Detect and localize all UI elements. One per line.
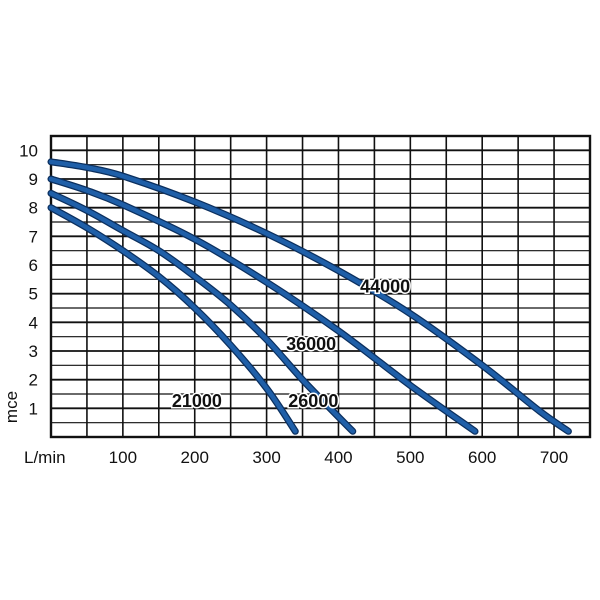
x-tick-label: 200 — [181, 448, 209, 467]
y-axis-label: mce — [2, 391, 21, 423]
chart-series — [47, 158, 572, 435]
x-axis-ticks: 100 200 300 400 500 600 700 — [109, 448, 569, 467]
x-tick-label: 400 — [324, 448, 352, 467]
series-label-26000: 26000 — [288, 391, 338, 411]
x-tick-label: 300 — [252, 448, 280, 467]
x-axis-label: L/min — [24, 448, 66, 467]
y-tick-label: 4 — [29, 313, 38, 332]
y-tick-label: 7 — [29, 227, 38, 246]
series-label-44000: 44000 — [360, 277, 410, 297]
x-tick-label: 500 — [396, 448, 424, 467]
series-label-21000: 21000 — [172, 391, 222, 411]
plot-frame — [49, 134, 592, 439]
y-tick-label: 6 — [29, 256, 38, 275]
y-tick-label: 8 — [29, 199, 38, 218]
y-tick-label: 10 — [19, 141, 38, 160]
series-label-36000: 36000 — [286, 334, 336, 354]
x-tick-label: 700 — [540, 448, 568, 467]
series-line-21000 — [48, 205, 298, 434]
y-axis-ticks: 1 2 3 4 5 6 7 8 9 10 — [19, 141, 38, 418]
y-tick-label: 3 — [29, 342, 38, 361]
series-labels: 21000 26000 36000 44000 — [170, 275, 411, 413]
series-line-36000 — [48, 176, 478, 434]
series-line-26000 — [48, 191, 356, 434]
y-tick-label: 5 — [29, 285, 38, 304]
series-line-44000 — [48, 159, 571, 434]
y-tick-label: 2 — [29, 371, 38, 390]
y-tick-label: 1 — [29, 399, 38, 418]
x-tick-label: 600 — [468, 448, 496, 467]
y-tick-label: 9 — [29, 170, 38, 189]
x-tick-label: 100 — [109, 448, 137, 467]
